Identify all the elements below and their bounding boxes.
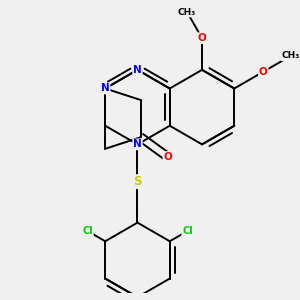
Text: O: O: [164, 152, 172, 162]
Text: Cl: Cl: [82, 226, 93, 236]
Text: N: N: [133, 65, 142, 75]
Text: O: O: [198, 33, 206, 43]
Text: O: O: [259, 67, 268, 77]
Text: Cl: Cl: [182, 226, 193, 236]
Text: N: N: [133, 140, 142, 149]
Text: S: S: [133, 175, 142, 188]
Text: CH₃: CH₃: [282, 51, 300, 60]
Text: N: N: [101, 83, 110, 94]
Text: CH₃: CH₃: [178, 8, 196, 16]
